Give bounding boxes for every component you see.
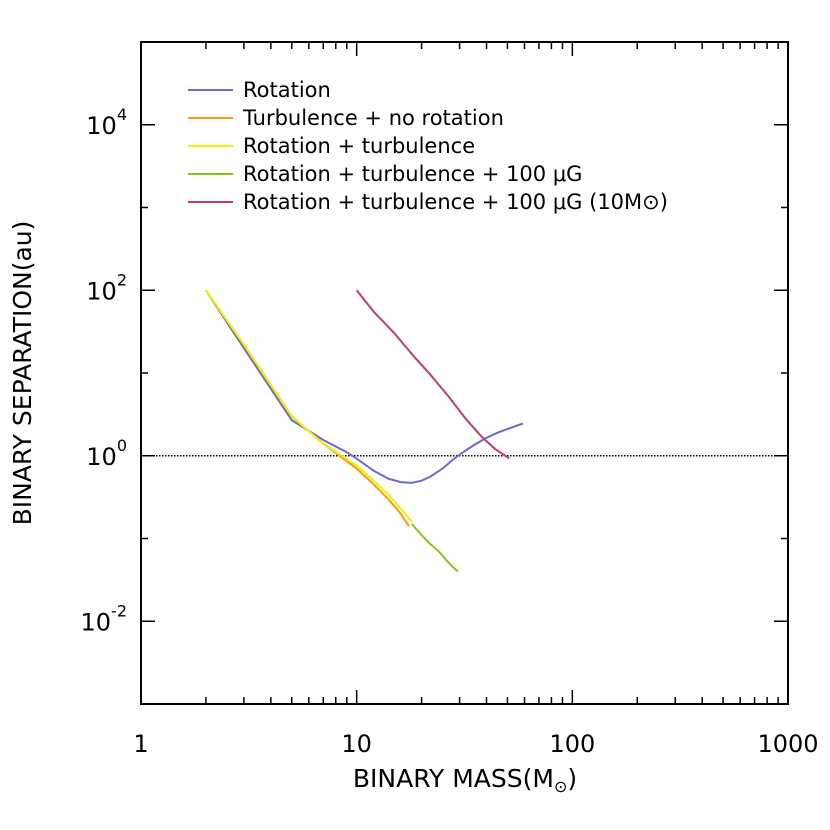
tick-labels: 1 10 100 1000 10-2 100 102 104 (81, 105, 819, 758)
x-tick-label: 1 (133, 730, 148, 758)
series-line-3 (205, 289, 413, 523)
y-tick-label: 10-2 (81, 601, 128, 636)
legend-label-3: Rotation + turbulence (243, 134, 475, 158)
axis-ticks (141, 42, 788, 704)
legend-label-1: Rotation (243, 78, 331, 102)
series-group (205, 289, 524, 573)
legend: Rotation Turbulence + no rotation Rotation… (188, 78, 668, 214)
x-tick-label: 1000 (757, 730, 818, 758)
x-tick-label: 100 (549, 730, 595, 758)
x-axis-label: BINARY MASS(M⊙) (353, 764, 577, 796)
legend-label-5: Rotation + turbulence + 100 μG (10M⊙) (243, 190, 668, 214)
series-line-1 (205, 289, 524, 484)
y-axis-label: BINARY SEPARATION(au) (8, 221, 37, 526)
legend-label-4: Rotation + turbulence + 100 μG (243, 162, 582, 186)
y-tick-label: 102 (86, 270, 127, 305)
y-tick-label: 104 (86, 105, 127, 140)
x-tick-label: 10 (341, 730, 372, 758)
y-tick-label: 100 (86, 436, 127, 471)
series-line-5 (355, 289, 510, 460)
series-line-2 (205, 289, 410, 527)
series-line-4 (410, 523, 459, 573)
legend-label-2: Turbulence + no rotation (242, 106, 504, 130)
